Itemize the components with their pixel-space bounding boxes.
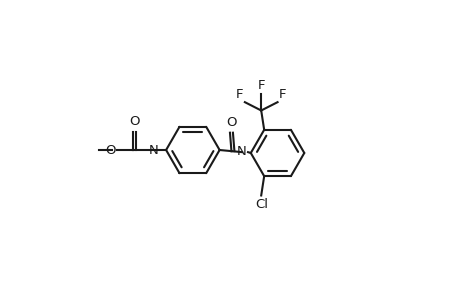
- Text: O: O: [105, 143, 116, 157]
- Text: N: N: [237, 145, 246, 158]
- Text: F: F: [235, 88, 243, 101]
- Text: F: F: [257, 79, 264, 92]
- Text: O: O: [129, 115, 140, 128]
- Text: F: F: [279, 88, 286, 101]
- Text: O: O: [226, 116, 236, 129]
- Text: N: N: [148, 143, 158, 157]
- Text: Cl: Cl: [255, 198, 268, 212]
